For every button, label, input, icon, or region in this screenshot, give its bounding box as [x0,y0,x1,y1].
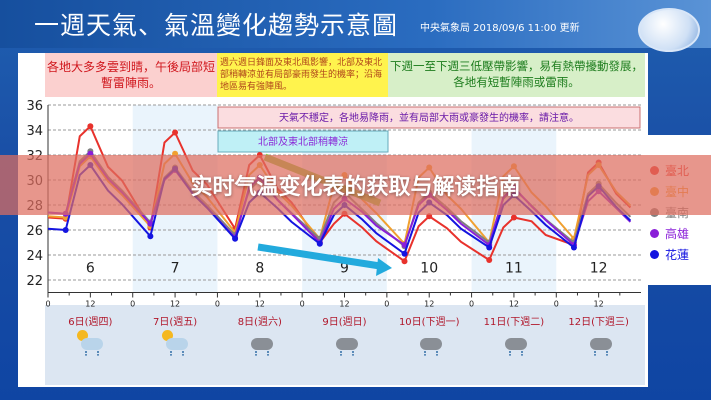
min-point [62,227,69,233]
day-label: 9日(週日) [322,317,367,328]
day-label: 6日(週四) [68,317,113,328]
arrow-head [376,258,392,276]
x-tick-label: 0 [130,300,135,309]
x-tick-label: 0 [384,300,389,309]
min-point [147,220,154,227]
day-number-label: 6 [86,261,95,277]
cooling-text: 北部及東北部稍轉涼 [258,135,348,148]
day-number-label: 8 [255,261,264,277]
x-tick-label: 0 [300,300,305,309]
rain-cloud-icon [499,330,529,358]
y-tick-label: 36 [26,99,43,114]
day-label: 12日(下週三) [568,317,629,328]
x-tick-label: 12 [170,300,180,309]
min-point [570,244,577,251]
rain-cloud-icon [330,330,360,358]
cwb-logo [638,8,700,52]
y-tick-label: 24 [26,249,43,264]
min-point [401,250,408,257]
overlay-banner: 实时气温变化表的获取与解读指南 [0,155,711,215]
sun-cloud-rain-icon [75,330,105,358]
max-point [510,214,517,221]
day-number-label: 7 [171,261,180,277]
x-tick-label: 0 [215,300,220,309]
cooling-box [217,130,389,153]
rain-cloud-icon [414,330,444,358]
day-label: 7日(週五) [152,317,198,328]
min-point [486,244,493,251]
day-number-label: 11 [505,261,523,277]
x-tick-label: 12 [424,300,434,309]
day-label: 8日(週六) [237,317,282,328]
min-point [486,257,493,263]
legend-marker [650,250,659,259]
min-point [401,258,408,265]
legend-item: 高雄 [650,225,689,242]
legend-item: 花蓮 [650,246,689,263]
x-tick-label: 12 [339,300,349,309]
banner-title: 实时气温变化表的获取与解读指南 [190,175,521,200]
day-number-label: 12 [590,261,608,277]
x-tick-label: 12 [85,300,95,309]
falling-arrow [257,243,381,270]
warning-box [217,106,641,129]
sun-cloud-rain-icon [160,330,190,358]
note-next-week: 下週一至下週三低壓帶影響，易有熱帶擾動發展，各地有短暫陣雨或雷雨。 [388,53,645,97]
legend-label: 高雄 [665,227,690,241]
min-point [316,240,323,247]
day-label: 11日(下週二) [483,317,545,328]
legend-marker [650,229,659,238]
day-number-label: 10 [420,261,438,277]
x-tick-label: 12 [509,300,519,309]
header [0,0,711,48]
day-number-label: 9 [340,261,349,277]
update-source: 中央氣象局 2018/09/6 11:00 更新 [420,23,580,34]
x-tick-label: 0 [469,300,474,309]
x-tick-label: 0 [554,300,559,309]
y-tick-label: 26 [26,224,43,239]
legend-label: 花蓮 [665,248,690,262]
max-point [87,123,94,130]
x-tick-label: 0 [45,300,50,309]
y-tick-label: 34 [26,124,43,139]
rain-cloud-icon [584,330,614,358]
min-point [147,233,154,240]
note-weekend: 週六週日鋒面及東北風影響，北部及東北部稍轉涼並有局部豪雨發生的機率；沿海地區易有… [217,53,388,97]
rain-cloud-icon [245,330,275,358]
y-tick-label: 22 [26,274,43,289]
min-point [232,235,239,242]
page-title: 一週天氣、氣溫變化趨勢示意圖 [34,11,399,40]
max-point [172,129,179,136]
note-this-week: 各地大多多雲到晴，午後局部短暫雷陣雨。 [45,53,217,97]
x-tick-label: 12 [255,300,265,309]
x-tick-label: 12 [594,300,604,309]
day-label: 10日(下週一) [398,317,460,328]
warning-text: 天氣不穩定，各地易降雨，並有局部大雨或豪發生的機率，請注意。 [279,111,579,124]
